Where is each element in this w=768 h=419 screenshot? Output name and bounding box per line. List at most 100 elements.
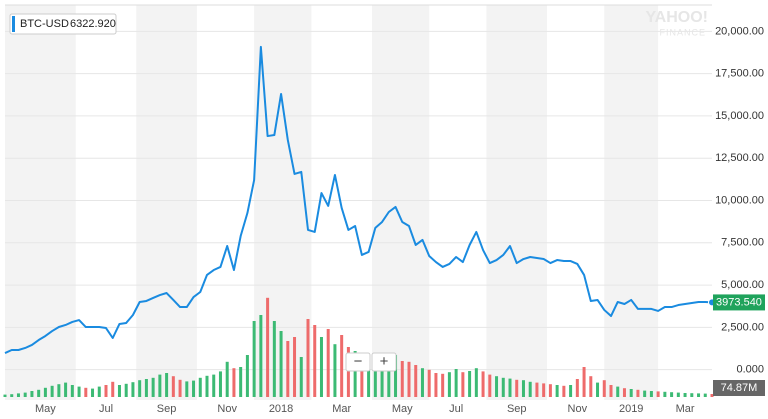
background-bands [5, 5, 659, 400]
zoom-button[interactable] [371, 352, 397, 372]
band [604, 5, 659, 400]
volume-bar [360, 357, 364, 397]
watermark: YAHOO! [645, 9, 708, 26]
volume-bar [373, 359, 377, 397]
volume-bar [515, 379, 519, 397]
y-tick-label: 2,500.00 [721, 321, 764, 333]
volume-bar [16, 393, 20, 397]
y-tick-label: 15,000.00 [715, 110, 764, 122]
zoom-button[interactable] [345, 352, 371, 372]
volume-bar [427, 369, 431, 397]
volume-bar [111, 381, 115, 397]
volume-bar [548, 384, 552, 397]
volume-bar [97, 386, 101, 397]
volume-bar [447, 372, 451, 397]
price-line [4, 45, 713, 354]
band [5, 5, 76, 400]
volume-bar [703, 393, 707, 397]
volume-bar [70, 385, 74, 397]
volume-bar [259, 315, 263, 397]
zoom-button-label[interactable]: + [380, 353, 389, 370]
volume-bar [192, 380, 196, 397]
volume-bar [555, 385, 559, 397]
volume-bar [30, 391, 34, 397]
volume-bar [37, 389, 41, 397]
volume-bar [710, 394, 714, 397]
volume-bar [367, 355, 371, 397]
volume-bar [286, 341, 290, 397]
x-tick-label: Nov [217, 403, 237, 415]
volume-bar [252, 321, 256, 397]
volume-bar [151, 377, 155, 397]
volume-bar [441, 373, 445, 397]
volume-bar [387, 357, 391, 397]
volume-bar [326, 329, 330, 397]
volume-bar [23, 392, 27, 397]
legend-value: 6322.920 [70, 18, 116, 30]
current-price-tag [713, 294, 765, 311]
band [486, 5, 548, 400]
volume-tag [713, 380, 765, 396]
y-tick-label: 10,000.00 [715, 194, 764, 206]
volume-bar [84, 387, 88, 397]
volume-bar [663, 391, 667, 397]
volume-bar [299, 357, 303, 397]
y-tick-label: 0.000 [736, 364, 764, 376]
volume-bar [43, 387, 47, 397]
y-tick-label: 20,000.00 [715, 25, 764, 37]
x-tick-label: Jul [99, 403, 113, 415]
volume-bar [91, 388, 95, 397]
volume-bar [57, 384, 61, 397]
volume-bar [245, 355, 249, 397]
volume-bar [697, 393, 701, 397]
volume-bar [171, 376, 175, 397]
x-tick-label: Sep [157, 403, 177, 415]
volume-bar [454, 369, 458, 397]
volume-bar [407, 361, 411, 397]
volume-bar [198, 377, 202, 397]
x-tick-label: 2018 [269, 403, 293, 415]
volume-bar [589, 376, 593, 397]
volume-bar [481, 371, 485, 397]
volume-bar [104, 385, 108, 397]
volume-bar [340, 335, 344, 397]
volume-bar [616, 386, 620, 397]
volume-bar [225, 361, 229, 397]
volume-bar [232, 368, 236, 397]
y-tick-label: 7,500.00 [721, 237, 764, 249]
volume-bar [400, 361, 404, 397]
volume-bar [239, 367, 243, 397]
volume-bar [144, 379, 148, 397]
volume-bar [266, 297, 270, 397]
volume-bar [542, 383, 546, 397]
x-tick-label: Sep [507, 403, 527, 415]
volume-bar [10, 394, 14, 397]
volume-bar [205, 375, 209, 397]
volume-bar [434, 373, 438, 397]
volume-bar [346, 347, 350, 397]
band [371, 5, 430, 400]
volume-bar [50, 385, 54, 397]
volume-bar [609, 385, 613, 397]
zoom-button-label[interactable]: − [354, 353, 363, 370]
volume-bar [636, 389, 640, 397]
legend-name: BTC-USD [20, 18, 69, 30]
volume-bar [643, 390, 647, 397]
volume-bar [474, 368, 478, 397]
volume-bar [501, 377, 505, 397]
volume-bar [353, 351, 357, 397]
volume-bar [649, 391, 653, 397]
volume-bar [562, 385, 566, 397]
volume-bar [676, 392, 680, 397]
volume-bar [622, 388, 626, 397]
volume-bar [212, 374, 216, 397]
volume-bar [131, 382, 135, 397]
volume-bar [461, 372, 465, 397]
legend-box [9, 13, 117, 35]
volume-bar [528, 381, 532, 397]
volume-bar [670, 392, 674, 397]
volume-bar [690, 393, 694, 397]
volume-bar [508, 378, 512, 397]
volume-bar [656, 391, 660, 397]
